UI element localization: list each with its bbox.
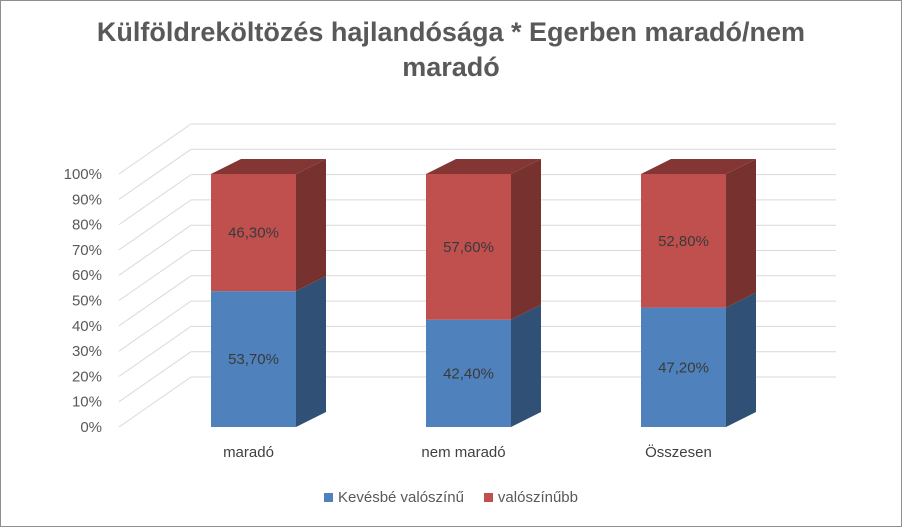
bar-front (641, 174, 726, 308)
bar-segment-1 (426, 304, 541, 427)
legend-item-series-2: valószínűbb (483, 489, 578, 506)
x-category-label: nem maradó (421, 444, 505, 461)
bar-side (726, 292, 756, 427)
gridline-depth (118, 351, 192, 403)
y-tick-label: 20% (72, 368, 102, 385)
gridline-depth (118, 224, 192, 276)
gridline-depth (118, 376, 192, 428)
bar-front (426, 319, 511, 427)
legend-swatch-series-2 (483, 493, 493, 502)
y-tick-label: 60% (72, 267, 102, 284)
bar-segment-2 (211, 159, 326, 292)
y-tick-label: 50% (72, 293, 102, 310)
bar-top (211, 159, 326, 174)
data-label: 47,20% (658, 359, 709, 376)
y-tick-label: 100% (64, 166, 102, 183)
data-label: 57,60% (443, 239, 494, 256)
gridline-depth (118, 275, 192, 327)
gridline-depth (118, 148, 192, 200)
gridline-depth (118, 250, 192, 301)
legend-item-series-1: Kevésbé valószínű (324, 489, 464, 506)
bar-front (211, 174, 296, 292)
gridline-depth (118, 300, 192, 352)
data-label: 52,80% (658, 233, 709, 250)
bar-front (426, 174, 511, 320)
bar-segment-1 (211, 276, 326, 427)
legend-label-series-1: Kevésbé valószínű (338, 489, 464, 506)
chart-legend: Kevésbé valószínű valószínűbb (1, 489, 901, 506)
y-tick-label: 30% (72, 343, 102, 360)
gridline-depth (118, 123, 192, 175)
chart-title-line-2: maradó (402, 52, 500, 82)
y-tick-label: 90% (72, 191, 102, 208)
data-label: 42,40% (443, 365, 494, 382)
x-category-label: maradó (223, 444, 274, 461)
legend-swatch-series-1 (324, 493, 333, 502)
y-tick-label: 10% (72, 394, 102, 411)
y-tick-label: 40% (72, 318, 102, 335)
bar-segment-1 (641, 292, 756, 427)
gridline-depth (118, 174, 192, 226)
data-label: 46,30% (228, 225, 279, 242)
bar-side (511, 159, 541, 320)
bar-segment-2 (641, 159, 756, 308)
bar-side (296, 276, 326, 427)
gridline-depth (118, 199, 192, 251)
bar-top (426, 159, 541, 174)
y-tick-label: 80% (72, 217, 102, 234)
gridline-depth (118, 325, 192, 377)
x-category-label: Összesen (645, 443, 712, 461)
bar-side (511, 304, 541, 427)
chart-title-line-1: Külföldreköltözés hajlandósága * Egerben… (96, 17, 806, 47)
bar-front (211, 291, 296, 427)
bar-top (641, 159, 756, 174)
bar-side (726, 159, 756, 308)
bar-front (641, 307, 726, 427)
data-label: 53,70% (228, 351, 279, 368)
bar-side (296, 159, 326, 292)
bar-segment-2 (426, 159, 541, 320)
y-tick-label: 70% (72, 242, 102, 259)
y-tick-label: 0% (80, 419, 102, 436)
legend-label-series-2: valószínűbb (497, 489, 578, 506)
chart-title: Külföldreköltözés hajlandósága * Egerben… (1, 15, 901, 85)
